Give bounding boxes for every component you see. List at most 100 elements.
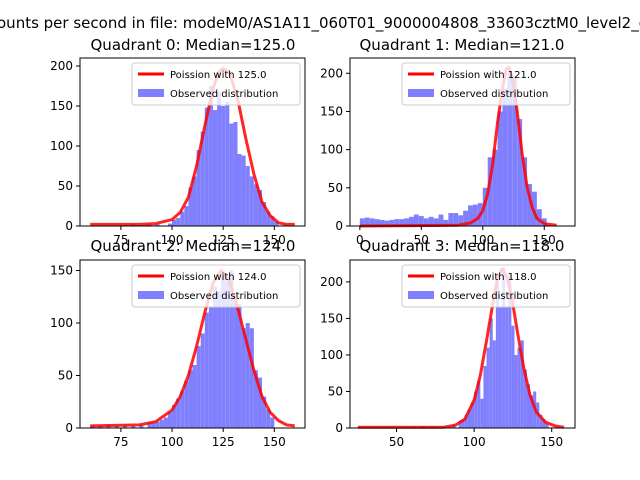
histogram-bar	[508, 274, 512, 428]
histogram-bar	[468, 205, 473, 226]
y-tick-label: 0	[335, 421, 343, 435]
histogram-bar	[512, 77, 518, 226]
y-tick-label: 150	[50, 264, 73, 278]
histogram-bar	[131, 425, 136, 428]
histogram-bar	[204, 107, 209, 226]
histogram-bar	[527, 184, 532, 226]
panel-quadrant-1: Quadrant 1: Median=121.0 0 50 100 150 0 50 100…	[320, 36, 576, 247]
histogram-bar	[192, 176, 197, 226]
y-tick-label: 200	[50, 59, 73, 73]
legend-bar-swatch	[138, 291, 164, 299]
histogram-bar	[147, 422, 152, 428]
plot-body: 0 50 100 150 0 50 100 150 200	[320, 57, 576, 247]
histogram-bar	[486, 347, 490, 428]
x-tick-label: 100	[161, 435, 184, 449]
histogram-bar	[208, 86, 213, 226]
histogram-bar	[233, 302, 238, 428]
y-tick-label: 100	[50, 316, 73, 330]
legend: Poission with 125.0 Observed distributio…	[131, 62, 301, 106]
y-tick-label: 50	[58, 369, 73, 383]
histogram-bar	[477, 380, 481, 428]
y-tick-label: 50	[328, 181, 343, 195]
legend-box	[131, 62, 301, 106]
histogram-bar	[139, 424, 144, 428]
histogram-bar	[489, 318, 493, 428]
histogram-bar	[472, 204, 478, 226]
histogram-bar	[497, 111, 503, 226]
histogram-bar	[495, 281, 499, 428]
histogram-bar	[498, 307, 503, 428]
histogram-bar	[404, 218, 410, 226]
histogram-bar	[542, 419, 546, 428]
histogram-bar	[530, 395, 534, 428]
histogram-bar	[180, 391, 185, 428]
histogram-bar	[229, 270, 234, 428]
histogram-bar	[511, 325, 515, 428]
x-tick-label: 100	[161, 233, 184, 247]
histogram-bar	[428, 216, 434, 226]
histogram-bar	[464, 414, 468, 428]
histogram-bar	[517, 119, 523, 226]
histogram-bar	[389, 219, 395, 226]
histogram-bar	[114, 425, 119, 428]
histogram-bar	[423, 218, 429, 226]
histogram-bar	[212, 110, 218, 226]
histogram-bar	[172, 219, 177, 226]
x-tick-label: 75	[113, 435, 128, 449]
legend-entry-poisson: Poission with 118.0	[440, 272, 536, 283]
x-tick-label: 100	[471, 233, 494, 247]
axes-frame	[79, 57, 306, 227]
histogram-bar	[539, 414, 543, 428]
histogram-bar	[208, 307, 213, 428]
histogram-bar	[448, 213, 454, 226]
histogram-bar	[467, 409, 472, 428]
histogram-bar	[409, 216, 414, 226]
legend-box	[401, 62, 571, 106]
histogram-bar	[369, 218, 375, 226]
histogram-bar	[453, 213, 459, 226]
legend: Poission with 121.0 Observed distributio…	[401, 62, 571, 106]
histogram-bar	[270, 216, 275, 226]
histogram-bar	[379, 219, 385, 226]
histogram-bar	[151, 422, 156, 428]
histogram-bar	[517, 347, 521, 428]
histogram-bar	[413, 214, 419, 226]
x-tick-label: 150	[533, 233, 556, 247]
histogram-bar	[487, 157, 493, 226]
histogram-bar	[241, 155, 246, 226]
histogram-bar	[229, 123, 234, 226]
histogram-bar	[180, 211, 185, 226]
histogram-bar	[253, 370, 258, 428]
legend-entry-poisson: Poission with 121.0	[440, 70, 536, 81]
histogram-bar	[270, 417, 275, 428]
histogram-bar	[474, 391, 478, 428]
histogram-bar	[225, 281, 230, 428]
x-tick-label: 50	[389, 435, 404, 449]
histogram-bar	[522, 157, 528, 226]
histogram-bar	[262, 396, 267, 428]
histogram-bar	[233, 122, 238, 226]
histogram-bar	[443, 219, 449, 226]
histogram-bar	[257, 190, 263, 226]
histogram-bar	[480, 398, 484, 428]
legend: Poission with 124.0 Observed distributio…	[131, 264, 301, 308]
histogram-bar	[257, 377, 263, 428]
histogram-bar	[217, 291, 222, 428]
histogram-bar	[433, 218, 439, 226]
histogram-bar	[274, 222, 279, 226]
axes-frame	[349, 259, 576, 429]
histogram-bar	[176, 218, 181, 226]
x-tick-label: 100	[463, 435, 486, 449]
histogram-bar	[458, 420, 462, 428]
histogram-bar	[159, 419, 164, 428]
y-tick-label: 0	[65, 421, 73, 435]
histogram-bar	[188, 370, 193, 428]
panel-title: Quadrant 2: Median=124.0	[91, 237, 296, 255]
histogram-bar	[188, 187, 193, 226]
histogram-bar	[167, 412, 173, 428]
histogram-bar	[514, 354, 518, 428]
histogram-bar	[204, 312, 209, 428]
legend-bar-swatch	[408, 89, 434, 97]
legend-bar-swatch	[408, 291, 434, 299]
figure-suptitle: Histogram of counts per second in file: …	[0, 14, 640, 33]
